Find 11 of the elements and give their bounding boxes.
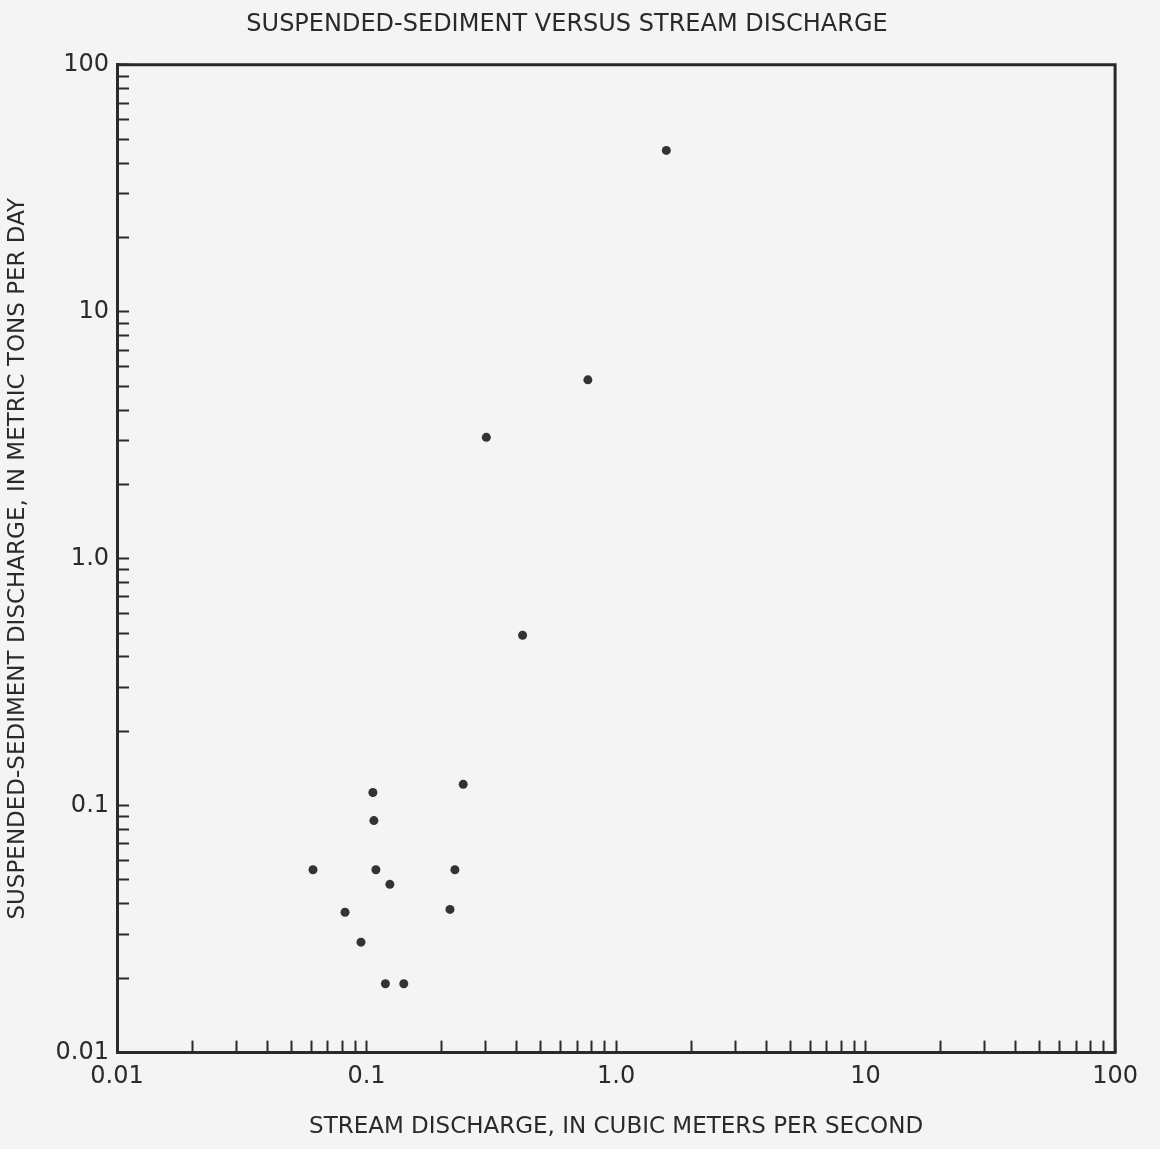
x-tick-label: 10	[850, 1061, 881, 1090]
y-tick-label: 100	[63, 49, 110, 78]
y-tick-label: 0.1	[70, 789, 110, 818]
x-tick-label: 100	[1092, 1061, 1138, 1090]
y-tick-label: 1.0	[70, 542, 110, 571]
y-tick-label: 10	[78, 295, 110, 324]
chart-title: SUSPENDED-SEDIMENT VERSUS STREAM DISCHARGE	[246, 8, 888, 37]
x-tick-label: 0.1	[347, 1061, 386, 1090]
y-axis-title: SUSPENDED-SEDIMENT DISCHARGE, IN METRIC TONS PER DAY	[2, 196, 29, 920]
x-axis-title: STREAM DISCHARGE, IN CUBIC METERS PER SECOND	[309, 1112, 924, 1139]
x-tick-label: 1.0	[596, 1061, 636, 1090]
